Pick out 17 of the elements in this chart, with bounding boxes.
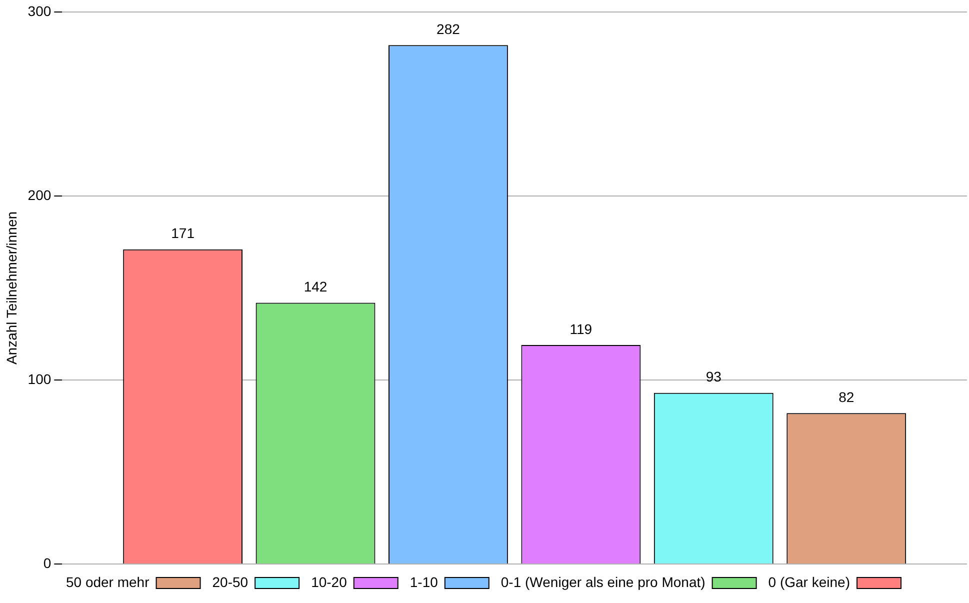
- data-label: 282: [436, 20, 460, 37]
- y-tick-label: 300: [28, 2, 52, 19]
- y-tick-label: 0: [43, 554, 52, 571]
- data-label: 171: [171, 225, 195, 242]
- legend-label: 20-50: [212, 574, 248, 590]
- data-label: 119: [570, 320, 592, 337]
- data-label: 142: [304, 278, 328, 295]
- y-tick-label: 100: [28, 370, 52, 387]
- legend-label: 50 oder mehr: [66, 574, 150, 590]
- legend-label: 1-10: [410, 574, 438, 590]
- legend-label: 0-1 (Weniger als eine pro Monat): [500, 574, 706, 590]
- legend-label: 10-20: [311, 574, 348, 590]
- data-label: 82: [838, 388, 854, 405]
- y-tick-label: 200: [28, 186, 52, 203]
- data-label: 93: [706, 368, 722, 385]
- legend-label: 0 (Gar keine): [768, 574, 850, 590]
- y-axis-title: Anzahl Teilnehmer/innen: [3, 211, 20, 365]
